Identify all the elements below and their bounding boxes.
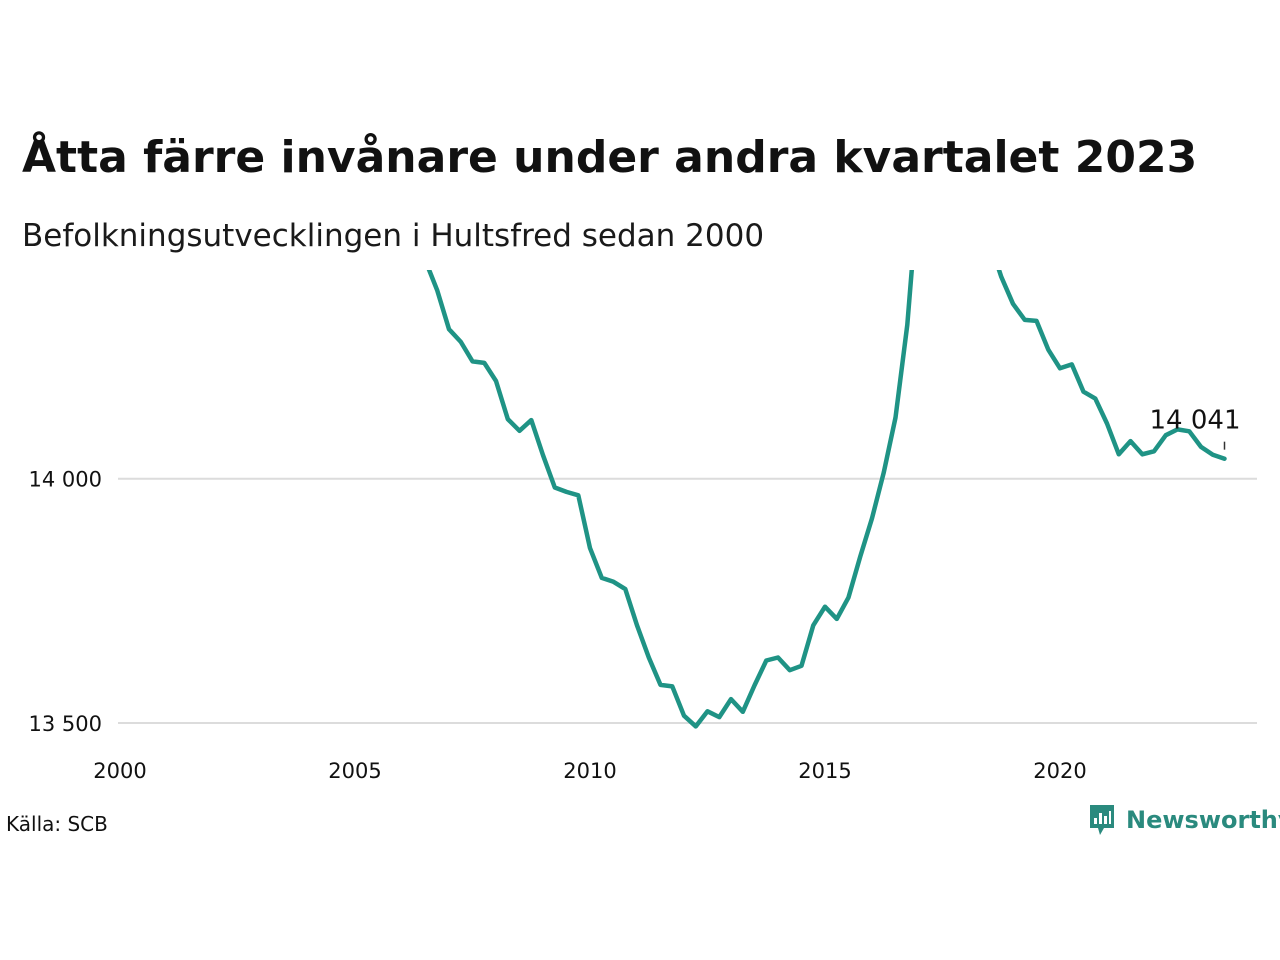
brand-name: Newsworthy <box>1126 806 1280 834</box>
x-tick-label: 2020 <box>1033 759 1086 783</box>
x-tick-label: 2005 <box>328 759 381 783</box>
population-series-line <box>426 270 1227 729</box>
x-tick-label: 2015 <box>798 759 851 783</box>
y-tick-label: 14 000 <box>29 468 102 492</box>
bar-chart-logo-icon <box>1090 805 1114 835</box>
y-tick-label: 13 500 <box>29 712 102 736</box>
x-tick-label: 2010 <box>563 759 616 783</box>
x-tick-label: 2000 <box>93 759 146 783</box>
chart-subtitle: Befolkningsutvecklingen i Hultsfred seda… <box>22 218 765 254</box>
newsworthy-logo[interactable]: Newsworthy <box>1088 803 1280 837</box>
chart-title: Åtta färre invånare under andra kvartale… <box>22 132 1198 183</box>
end-value-label: 14 041 <box>1150 406 1241 436</box>
source-note: Källa: SCB <box>6 812 108 836</box>
